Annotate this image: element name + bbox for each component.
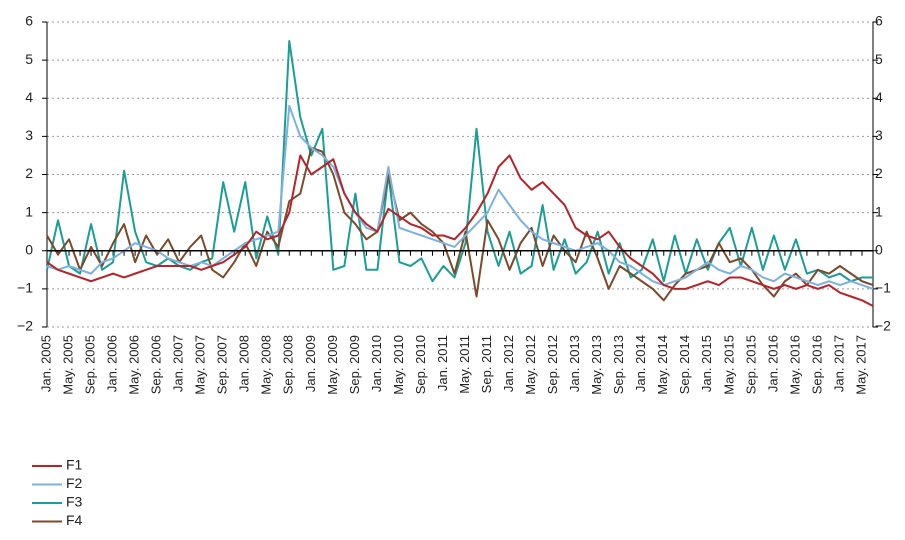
y2-tick-label: 0 [875,241,883,257]
x-tick-label: Sep. 2012 [545,335,560,394]
x-tick-label: Sep. 2013 [611,335,626,394]
y-tick-label: 1 [25,203,33,219]
x-tick-label: Jan. 2017 [831,335,846,392]
series-line [46,146,874,302]
x-tick-label: Jan. 2012 [501,335,516,392]
x-tick-label: Sep. 2005 [82,335,97,394]
x-tick-label: Jan. 2010 [369,335,384,392]
x-tick-label: Jan. 2008 [237,335,252,392]
y2-tick-label: 4 [875,89,883,105]
x-tick-label: Sep. 2014 [677,335,692,394]
y2-tick-label: 3 [875,127,883,143]
x-tick-label: May. 2007 [193,335,208,395]
x-tick-label: Jan. 2009 [303,335,318,392]
y2-tick-label: 1 [875,203,883,219]
x-tick-label: May. 2009 [325,335,340,395]
legend-label: F1 [66,457,83,473]
x-tick-label: Sep. 2016 [809,335,824,394]
x-tick-label: Sep. 2011 [479,335,494,393]
x-tick-label: Jan. 2014 [633,335,648,392]
y2-tick-label: 5 [875,51,883,67]
x-tick-label: Jan. 2016 [765,335,780,392]
x-tick-label: Sep. 2008 [281,335,296,394]
series-line [46,104,874,290]
x-tick-label: Jan. 2006 [105,335,120,392]
legend-label: F4 [66,512,83,528]
series-line [46,40,873,283]
x-tick-label: Sep. 2007 [215,335,230,394]
legend-label: F3 [66,494,83,510]
x-tick-label: Jan. 2005 [38,335,53,392]
y-tick-label: 5 [25,51,33,67]
x-tick-label: Sep. 2009 [347,335,362,394]
y-tick-label: 0 [25,241,33,257]
y2-tick-label: 6 [875,13,883,29]
x-tick-label: Jan. 2007 [171,335,186,392]
x-tick-label: Sep. 2010 [413,335,428,394]
y2-tick-label: 2 [875,165,883,181]
series-line [46,154,874,307]
y-tick-label: 6 [25,13,33,29]
x-tick-label: May. 2011 [457,335,472,394]
x-tick-label: Jan. 2013 [567,335,582,392]
x-tick-label: May. 2010 [391,335,406,395]
x-tick-label: May. 2005 [60,335,75,395]
y2-tick-label: −1 [875,280,891,296]
x-tick-label: May. 2006 [127,335,142,395]
x-tick-label: May. 2015 [721,335,736,395]
y-tick-label: 3 [25,127,33,143]
legend-label: F2 [66,475,83,491]
x-tick-label: May. 2016 [787,335,802,395]
x-tick-label: May. 2008 [259,335,274,395]
x-tick-label: Sep. 2015 [743,335,758,394]
x-tick-label: Sep. 2006 [149,335,164,394]
x-tick-label: May. 2013 [589,335,604,395]
x-tick-label: Jan. 2011 [435,335,450,391]
x-tick-label: May. 2017 [853,335,868,395]
y2-tick-label: −2 [875,318,891,334]
x-tick-label: May. 2014 [655,335,670,395]
y-tick-label: 4 [25,89,33,105]
y-tick-label: 2 [25,165,33,181]
x-tick-label: May. 2012 [523,335,538,395]
x-tick-label: Jan. 2015 [699,335,714,392]
y-tick-label: −2 [17,318,33,334]
y-tick-label: −1 [17,280,33,296]
